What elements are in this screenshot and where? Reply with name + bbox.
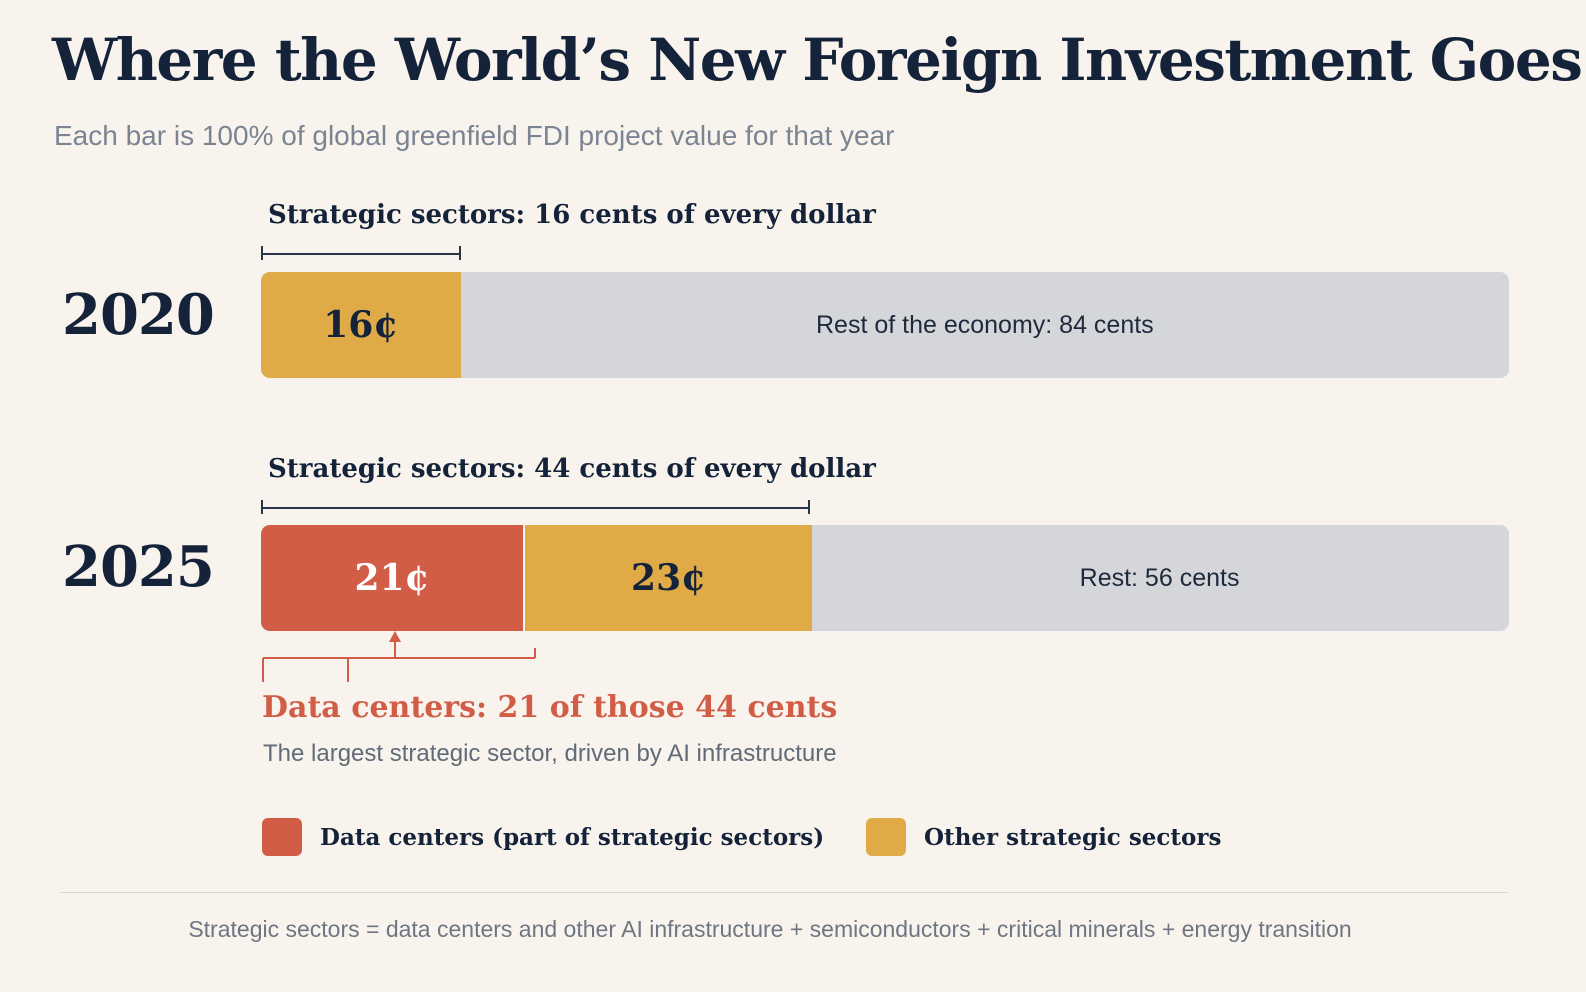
chart-subtitle: Each bar is 100% of global greenfield FD… (54, 120, 895, 151)
year-label-2025: 2025 (62, 534, 215, 600)
legend-swatch-data-centers (262, 818, 302, 856)
footer-divider (60, 892, 1508, 893)
legend-label-data-centers: Data centers (part of strategic sectors) (320, 823, 825, 851)
legend-item-data-centers: Data centers (part of strategic sectors) (262, 817, 824, 857)
chart-title: Where the World’s New Foreign Investment… (52, 26, 1583, 94)
segment-value-label: 21¢ (354, 557, 430, 599)
bar-segment-data-centers-2025: 21¢ (261, 525, 524, 631)
bar-segment-other-strategic-2025: 23¢ (523, 525, 813, 631)
strategic-bracket-2025 (261, 500, 811, 514)
strategic-bracket-label-2025: Strategic sectors: 44 cents of every dol… (268, 454, 876, 484)
legend-item-other-strategic: Other strategic sectors (866, 817, 1221, 857)
legend-swatch-other-strategic (866, 818, 906, 856)
data-centers-annotation-title: Data centers: 21 of those 44 cents (262, 690, 838, 725)
arrow-up-icon (389, 631, 401, 642)
stacked-bar-2020: 16¢ Rest of the economy: 84 cents (261, 272, 1509, 378)
data-centers-annotation-subtitle: The largest strategic sector, driven by … (263, 740, 837, 767)
strategic-bracket-2020 (261, 246, 461, 260)
bar-segment-rest-2020: Rest of the economy: 84 cents (815, 310, 1154, 339)
segment-value-label: 23¢ (631, 557, 707, 599)
segment-value-label: 16¢ (323, 304, 399, 346)
strategic-bracket-label-2020: Strategic sectors: 16 cents of every dol… (268, 200, 876, 230)
bar-segment-other-strategic-2020: 16¢ (261, 272, 461, 378)
stacked-bar-2025: 21¢ 23¢ Rest: 56 cents (261, 525, 1509, 631)
footnote: Strategic sectors = data centers and oth… (188, 916, 1352, 942)
year-label-2020: 2020 (62, 282, 215, 348)
legend-label-other-strategic: Other strategic sectors (924, 823, 1222, 851)
data-centers-annotation-bracket (262, 631, 536, 682)
bar-segment-rest-2025: Rest: 56 cents (1079, 563, 1240, 592)
